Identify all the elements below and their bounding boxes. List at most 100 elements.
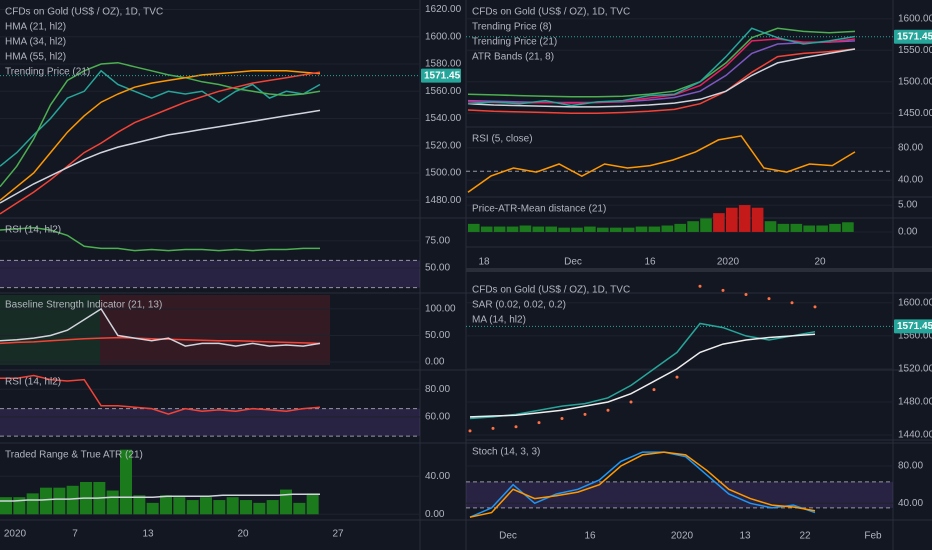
- y-tick-label: 1450.00: [898, 108, 932, 119]
- bar: [173, 497, 186, 515]
- bar: [700, 218, 712, 232]
- x-tick-label: 27: [332, 529, 344, 540]
- level-band: [0, 260, 420, 288]
- bar: [622, 227, 635, 232]
- y-tick-label: 75.00: [425, 235, 450, 246]
- pane-title: Baseline Strength Indicator (21, 13): [5, 300, 162, 311]
- bar: [790, 223, 803, 232]
- series-line: [467, 27, 856, 98]
- bar: [519, 225, 532, 232]
- pane-title: CFDs on Gold (US$ / OZ), 1D, TVC: [472, 285, 630, 296]
- y-tick-label: 1560.00: [898, 330, 932, 341]
- x-tick-label: Dec: [564, 257, 582, 268]
- bar: [40, 487, 52, 515]
- bar: [816, 225, 828, 232]
- bar: [803, 225, 816, 232]
- bar: [213, 500, 226, 515]
- bar: [635, 226, 648, 232]
- bar: [738, 205, 751, 232]
- y-tick-label: 1620.00: [425, 4, 462, 15]
- y-tick-label: 80.00: [898, 143, 923, 154]
- last-price-label: 1571.45: [897, 321, 932, 332]
- bar: [674, 223, 687, 232]
- y-tick-label: 0.00: [898, 227, 918, 238]
- y-tick-label: 80.00: [898, 461, 923, 472]
- indicator-label: Trending Price (21): [472, 37, 557, 48]
- bar: [571, 227, 583, 232]
- pane-title: Traded Range & True ATR (21): [5, 450, 143, 461]
- indicator-label: Trending Price (21): [5, 67, 90, 78]
- bar: [226, 497, 239, 515]
- series-line: [0, 69, 321, 167]
- x-tick-label: 22: [799, 531, 811, 542]
- series-line: [469, 451, 816, 518]
- y-tick-label: 1600.00: [898, 14, 932, 25]
- sar-dot: [560, 417, 564, 421]
- bar: [726, 207, 738, 232]
- sar-dot: [583, 412, 587, 416]
- bar: [306, 493, 319, 515]
- y-tick-label: 40.00: [425, 471, 450, 482]
- y-tick-label: 1500.00: [898, 76, 932, 87]
- series-line: [469, 451, 816, 518]
- pane-title: CFDs on Gold (US$ / OZ), 1D, TVC: [5, 7, 163, 18]
- series-line: [0, 307, 321, 347]
- bar: [648, 226, 661, 232]
- bar: [106, 490, 119, 515]
- pane-title: Price-ATR-Mean distance (21): [472, 204, 606, 215]
- series-line: [0, 61, 321, 188]
- sar-dot: [790, 301, 794, 305]
- bar: [506, 226, 519, 232]
- bar: [120, 449, 132, 515]
- x-tick-label: Dec: [499, 531, 517, 542]
- y-tick-label: 1580.00: [425, 59, 462, 70]
- bar: [53, 487, 66, 515]
- last-price-tag: [421, 68, 461, 83]
- x-tick-label: 2020: [671, 531, 694, 542]
- baseline-zone-negative: [100, 295, 330, 365]
- y-tick-label: 1480.00: [425, 195, 462, 206]
- bar: [186, 500, 199, 515]
- x-tick-label: 16: [644, 257, 656, 268]
- y-tick-label: 0.00: [425, 357, 445, 368]
- bar: [842, 222, 854, 232]
- series-line: [467, 27, 856, 107]
- x-tick-label: 16: [584, 531, 596, 542]
- x-tick-label: 2020: [717, 257, 740, 268]
- last-price-tag: [894, 29, 932, 44]
- sar-dot: [813, 305, 817, 309]
- x-tick-label: 13: [142, 529, 154, 540]
- bar: [687, 221, 699, 232]
- sar-dot: [537, 421, 541, 425]
- y-tick-label: 1550.00: [898, 45, 932, 56]
- indicator-label: Trending Price (8): [472, 22, 552, 33]
- indicator-label: ATR Bands (21, 8): [472, 52, 554, 63]
- sar-dot: [468, 429, 472, 433]
- y-tick-label: 5.00: [898, 200, 918, 211]
- pane-title: CFDs on Gold (US$ / OZ), 1D, TVC: [472, 7, 630, 18]
- last-price-label: 1571.45: [897, 31, 932, 42]
- series-line: [0, 227, 320, 252]
- pane-title: RSI (5, close): [472, 134, 533, 145]
- bar: [200, 497, 212, 515]
- x-tick-label: 18: [478, 257, 490, 268]
- series-line: [0, 71, 321, 215]
- bar: [597, 227, 609, 232]
- y-tick-label: 80.00: [425, 384, 450, 395]
- y-tick-label: 1560.00: [425, 86, 462, 97]
- bar: [253, 502, 266, 515]
- sar-dot: [744, 293, 748, 297]
- sar-dot: [675, 375, 679, 379]
- bar: [751, 207, 764, 232]
- y-tick-label: 1600.00: [898, 297, 932, 308]
- x-tick-label: 20: [814, 257, 826, 268]
- level-band: [0, 408, 420, 437]
- series-line: [469, 333, 816, 418]
- pane-title: RSI (14, hl2): [5, 225, 61, 236]
- sar-dot: [698, 284, 702, 288]
- last-price-tag: [894, 319, 932, 334]
- sar-dot: [606, 408, 610, 412]
- series-line: [0, 109, 321, 204]
- bar: [160, 495, 172, 515]
- sar-dot: [514, 425, 518, 429]
